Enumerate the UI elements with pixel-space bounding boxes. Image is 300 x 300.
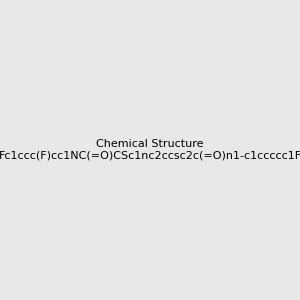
Text: Chemical Structure
Fc1ccc(F)cc1NC(=O)CSc1nc2ccsc2c(=O)n1-c1ccccc1F: Chemical Structure Fc1ccc(F)cc1NC(=O)CSc… <box>0 139 300 161</box>
